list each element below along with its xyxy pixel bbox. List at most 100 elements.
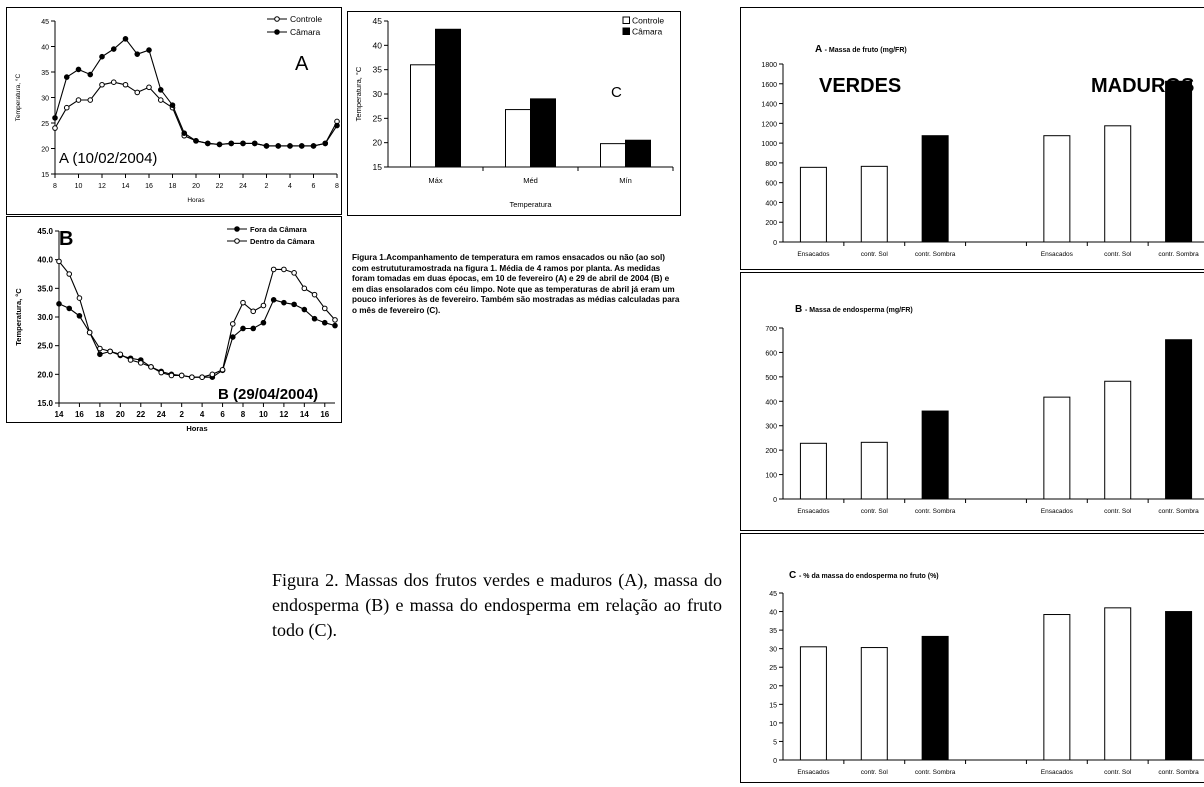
legend-swatch xyxy=(623,28,630,35)
y-tick-label: 45.0 xyxy=(37,227,53,236)
data-point xyxy=(261,303,266,308)
category-label: contr. Sombra xyxy=(915,251,956,258)
y-tick-label: 40.0 xyxy=(37,256,53,265)
fig2b-chart: 0 100 200 300 400 500 600 700 Ensacados contr. So… xyxy=(741,273,1204,532)
x-tick-label: 12 xyxy=(279,410,288,419)
y-tick-label: 0 xyxy=(773,240,777,247)
x-axis-label: Horas xyxy=(186,424,207,433)
series-line-2 xyxy=(59,261,335,377)
category-label: contr. Sombra xyxy=(915,769,956,776)
legend-label: Controle xyxy=(290,14,322,24)
y-axis-label: Temperatura, °C xyxy=(14,74,22,122)
y-tick-label: 500 xyxy=(765,375,777,382)
fig2a-chart: 0 200 400 600 800 1000 1200 1400 1600 1800 Ensacad… xyxy=(741,8,1204,271)
x-tick-label: 2 xyxy=(265,183,269,190)
y-tick-label: 25 xyxy=(769,665,777,672)
data-point xyxy=(98,346,103,351)
bar xyxy=(861,166,887,242)
x-tick-label: 18 xyxy=(169,183,177,190)
data-point xyxy=(205,141,210,146)
y-tick-label: 25 xyxy=(373,113,383,123)
legend-label: Câmara xyxy=(290,27,321,37)
data-point xyxy=(251,309,256,314)
y-tick-label: 25 xyxy=(41,121,49,128)
data-point xyxy=(53,116,58,121)
y-tick-label: 1200 xyxy=(761,121,777,128)
y-tick-label: 800 xyxy=(765,161,777,168)
x-tick-label: 6 xyxy=(312,183,316,190)
legend-marker xyxy=(275,30,280,35)
fig1c-chart: 15 20 25 30 35 40 45 Máx Méd Mín Temperatura Temper… xyxy=(348,12,682,217)
y-axis-label: Temperatura, °C xyxy=(354,66,363,121)
data-point xyxy=(159,370,164,375)
data-point xyxy=(67,272,72,277)
data-point xyxy=(282,300,287,305)
y-tick-label: 30 xyxy=(373,89,383,99)
y-tick-label: 40 xyxy=(769,610,777,617)
data-point xyxy=(76,67,81,72)
bar xyxy=(800,443,826,499)
data-point xyxy=(230,335,235,340)
data-point xyxy=(98,352,103,357)
data-point xyxy=(76,98,81,103)
panel-letter: B xyxy=(59,228,73,250)
fig2c-chart: 0 5 10 15 20 25 30 35 40 45 Ensacados contr. Sol con… xyxy=(741,534,1204,784)
y-tick-label: 30 xyxy=(769,647,777,654)
data-point xyxy=(128,358,133,363)
data-point xyxy=(261,320,266,325)
data-point xyxy=(217,142,222,147)
bar xyxy=(1166,340,1192,499)
chart-title: B - Massa de endosperma (mg/FR) xyxy=(795,304,913,315)
data-point xyxy=(149,365,154,370)
bar-controle xyxy=(411,65,436,167)
category-label: contr. Sol xyxy=(1104,251,1132,258)
category-label: contr. Sombra xyxy=(1158,769,1199,776)
category-label: contr. Sombra xyxy=(1158,508,1199,515)
category-label: Ensacados xyxy=(797,251,830,258)
data-point xyxy=(170,103,175,108)
category-label: Méd xyxy=(523,176,538,185)
category-label: Mín xyxy=(619,176,632,185)
data-point xyxy=(229,141,234,146)
x-tick-label: 8 xyxy=(53,183,57,190)
category-label: Ensacados xyxy=(797,769,830,776)
data-point xyxy=(100,54,105,59)
y-tick-label: 40 xyxy=(41,45,49,52)
data-point xyxy=(87,330,92,335)
y-tick-label: 1000 xyxy=(761,141,777,148)
series-line-1 xyxy=(59,300,335,377)
category-label: contr. Sol xyxy=(861,769,889,776)
chart-title-letter: A xyxy=(815,44,825,55)
data-point xyxy=(158,88,163,93)
x-tick-label: 10 xyxy=(75,183,83,190)
y-tick-label: 5 xyxy=(773,739,777,746)
category-label: Ensacados xyxy=(1041,769,1074,776)
legend-marker xyxy=(235,239,240,244)
data-point xyxy=(299,144,304,149)
bar xyxy=(1105,126,1131,242)
chart-title-text: - % da massa do endosperma no fruto (%) xyxy=(799,573,939,580)
bar xyxy=(1166,81,1192,242)
data-point xyxy=(100,82,105,87)
y-tick-label: 300 xyxy=(765,424,777,431)
y-tick-label: 700 xyxy=(765,326,777,333)
category-label: contr. Sombra xyxy=(915,508,956,515)
category-label: contr. Sol xyxy=(1104,508,1132,515)
y-tick-label: 20.0 xyxy=(37,370,53,379)
data-point xyxy=(88,98,93,103)
bar xyxy=(1044,136,1070,242)
bar-camara xyxy=(626,140,651,167)
data-point xyxy=(64,75,69,80)
data-point xyxy=(302,307,307,312)
y-axis-label: Temperatura, °C xyxy=(14,288,23,346)
series-line-1 xyxy=(55,82,337,146)
data-point xyxy=(264,144,269,149)
y-tick-label: 35 xyxy=(41,70,49,77)
bar xyxy=(861,648,887,760)
data-point xyxy=(123,37,128,42)
y-tick-label: 1800 xyxy=(761,62,777,69)
x-tick-label: 16 xyxy=(75,410,84,419)
chart-title-letter: C xyxy=(789,570,799,581)
data-point xyxy=(288,144,293,149)
x-tick-label: 24 xyxy=(157,410,166,419)
